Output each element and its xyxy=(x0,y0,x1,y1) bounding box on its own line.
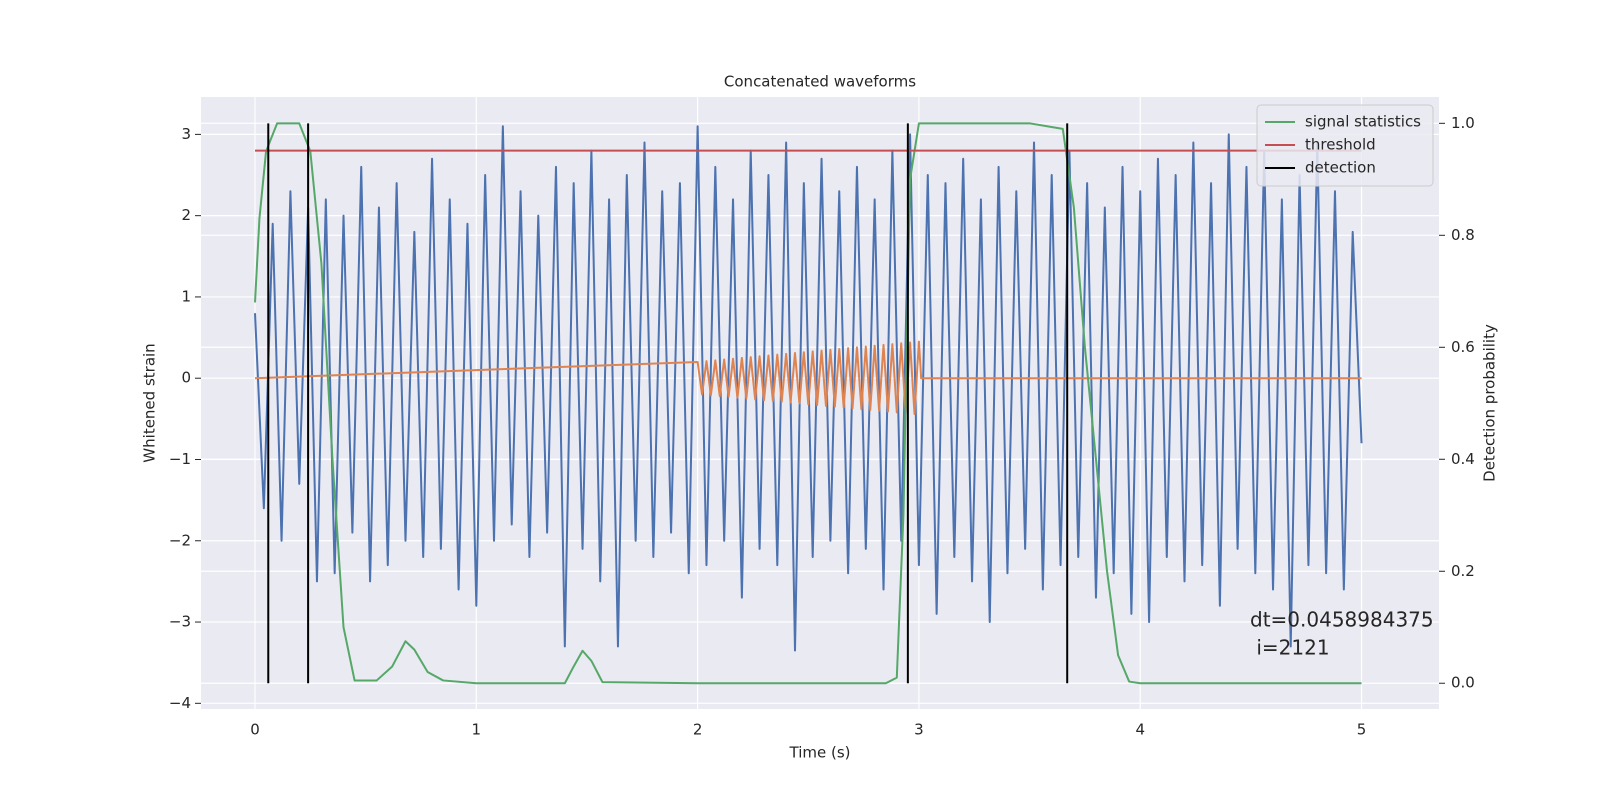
y-tick-label: 1 xyxy=(181,287,191,305)
y-tick-label: 0 xyxy=(181,369,191,387)
x-tick-label: 2 xyxy=(693,721,703,739)
annotation: i=2121 xyxy=(1250,636,1330,660)
y-tick-label: −1 xyxy=(169,450,191,468)
x-tick-label: 3 xyxy=(914,721,924,739)
legend-label: threshold xyxy=(1305,136,1376,154)
y-tick-label: −2 xyxy=(169,531,191,549)
y-tick-label: 2 xyxy=(181,206,191,224)
y2-tick-label: 0.2 xyxy=(1451,562,1475,580)
y-tick-label: −4 xyxy=(169,694,191,712)
x-tick-label: 4 xyxy=(1135,721,1145,739)
annotation: dt=0.0458984375 xyxy=(1250,608,1434,632)
y-tick-label: −3 xyxy=(169,613,191,631)
y2-tick-label: 0.6 xyxy=(1451,338,1475,356)
legend-label: signal statistics xyxy=(1305,113,1421,131)
legend-box xyxy=(1256,104,1434,187)
y2-tick-label: 0.0 xyxy=(1451,674,1475,692)
y2-tick-label: 0.4 xyxy=(1451,450,1475,468)
series-line xyxy=(254,122,1362,685)
series-line xyxy=(254,125,1363,652)
chart-title: Concatenated waveforms xyxy=(724,73,916,91)
x-tick-label: 1 xyxy=(472,721,482,739)
x-axis-label: Time (s) xyxy=(789,744,851,762)
y2-tick-label: 0.8 xyxy=(1451,226,1475,244)
y-tick-label: 3 xyxy=(181,125,191,143)
y2-tick-label: 1.0 xyxy=(1451,114,1475,132)
x-tick-label: 0 xyxy=(250,721,260,739)
legend-label: detection xyxy=(1305,159,1376,177)
series-line xyxy=(254,340,1362,415)
x-tick-label: 5 xyxy=(1357,721,1367,739)
y2-axis-label: Detection probability xyxy=(1481,324,1499,482)
y-axis-label: Whitened strain xyxy=(141,343,159,462)
